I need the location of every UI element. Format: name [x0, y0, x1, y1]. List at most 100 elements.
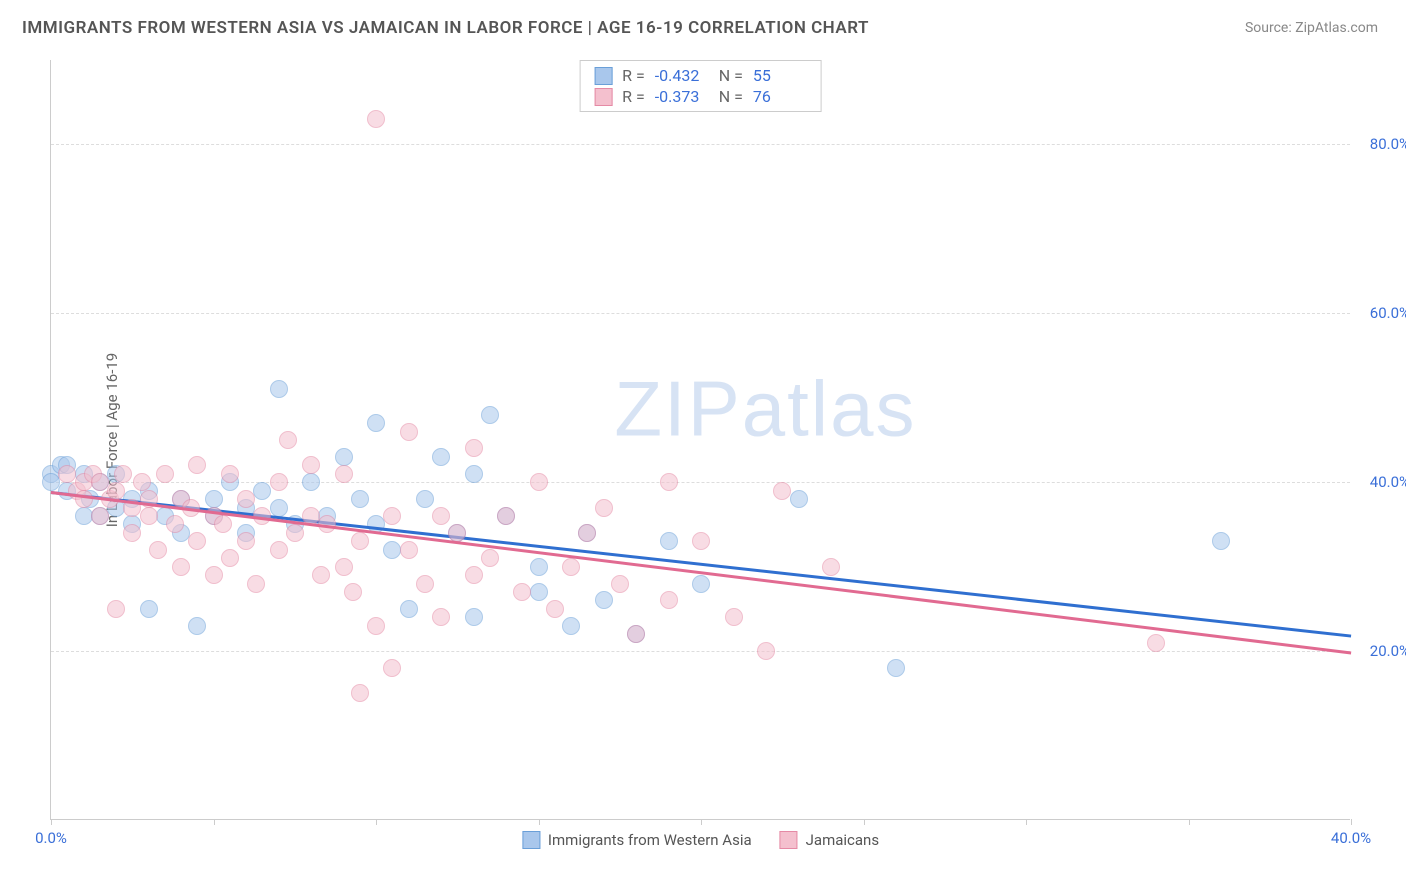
scatter-point: [123, 524, 141, 542]
scatter-point: [279, 431, 297, 449]
legend-item: Immigrants from Western Asia: [522, 831, 752, 849]
scatter-point: [270, 380, 288, 398]
scatter-point: [335, 558, 353, 576]
scatter-point: [107, 600, 125, 618]
scatter-point: [692, 575, 710, 593]
scatter-point: [400, 600, 418, 618]
legend-swatch: [780, 831, 798, 849]
x-tick-mark: [214, 819, 215, 825]
scatter-point: [367, 617, 385, 635]
scatter-point: [773, 482, 791, 500]
scatter-point: [351, 684, 369, 702]
x-tick-label: 40.0%: [1331, 829, 1371, 847]
scatter-point: [530, 558, 548, 576]
stat-r-value: -0.373: [655, 87, 709, 106]
x-tick-mark: [1351, 819, 1352, 825]
legend-label: Immigrants from Western Asia: [548, 831, 752, 849]
scatter-point: [247, 575, 265, 593]
scatter-point: [562, 617, 580, 635]
scatter-point: [383, 659, 401, 677]
stat-n-label: N =: [719, 66, 743, 85]
scatter-point: [270, 499, 288, 517]
scatter-point: [367, 414, 385, 432]
x-tick-mark: [539, 819, 540, 825]
scatter-point: [757, 642, 775, 660]
stat-legend-row: R =-0.432N =55: [594, 65, 807, 86]
scatter-point: [432, 608, 450, 626]
scatter-point: [448, 524, 466, 542]
stat-r-value: -0.432: [655, 66, 709, 85]
scatter-point: [725, 608, 743, 626]
scatter-point: [692, 532, 710, 550]
x-tick-mark: [864, 819, 865, 825]
scatter-point: [188, 456, 206, 474]
scatter-point: [1147, 634, 1165, 652]
scatter-point: [481, 549, 499, 567]
scatter-point: [416, 575, 434, 593]
y-tick-label: 20.0%: [1370, 642, 1406, 660]
scatter-point: [562, 558, 580, 576]
scatter-point: [205, 490, 223, 508]
scatter-point: [351, 532, 369, 550]
chart-plot-area: In Labor Force | Age 16-19 ZIPatlas R =-…: [50, 60, 1350, 820]
scatter-point: [188, 532, 206, 550]
scatter-point: [530, 583, 548, 601]
y-tick-label: 60.0%: [1370, 304, 1406, 322]
scatter-point: [344, 583, 362, 601]
scatter-point: [286, 524, 304, 542]
scatter-point: [335, 448, 353, 466]
scatter-point: [595, 591, 613, 609]
scatter-point: [546, 600, 564, 618]
scatter-point: [383, 507, 401, 525]
scatter-point: [166, 515, 184, 533]
x-tick-mark: [1189, 819, 1190, 825]
scatter-point: [140, 507, 158, 525]
scatter-point: [481, 406, 499, 424]
stat-n-value: 55: [753, 66, 807, 85]
scatter-point: [58, 465, 76, 483]
scatter-point: [660, 532, 678, 550]
scatter-point: [133, 473, 151, 491]
scatter-point: [270, 541, 288, 559]
x-tick-mark: [51, 819, 52, 825]
series-legend: Immigrants from Western AsiaJamaicans: [522, 831, 879, 849]
scatter-point: [432, 448, 450, 466]
scatter-point: [42, 473, 60, 491]
scatter-point: [578, 524, 596, 542]
scatter-point: [188, 617, 206, 635]
x-tick-mark: [1026, 819, 1027, 825]
correlation-legend: R =-0.432N =55R =-0.373N =76: [579, 60, 822, 112]
scatter-point: [351, 490, 369, 508]
scatter-point: [432, 507, 450, 525]
stat-legend-row: R =-0.373N =76: [594, 86, 807, 107]
scatter-point: [465, 566, 483, 584]
scatter-point: [627, 625, 645, 643]
scatter-point: [513, 583, 531, 601]
scatter-point: [149, 541, 167, 559]
scatter-point: [302, 473, 320, 491]
scatter-point: [221, 465, 239, 483]
scatter-point: [312, 566, 330, 584]
trend-line: [51, 491, 1351, 654]
scatter-point: [530, 473, 548, 491]
gridline-horizontal: [51, 313, 1350, 314]
scatter-point: [140, 600, 158, 618]
trend-line: [51, 491, 1351, 637]
stat-n-label: N =: [719, 87, 743, 106]
scatter-point: [237, 532, 255, 550]
scatter-point: [302, 456, 320, 474]
gridline-horizontal: [51, 482, 1350, 483]
scatter-point: [214, 515, 232, 533]
scatter-point: [400, 423, 418, 441]
x-tick-mark: [701, 819, 702, 825]
scatter-point: [91, 473, 109, 491]
scatter-point: [270, 473, 288, 491]
scatter-point: [887, 659, 905, 677]
scatter-point: [253, 482, 271, 500]
y-tick-label: 80.0%: [1370, 135, 1406, 153]
scatter-point: [660, 473, 678, 491]
scatter-point: [91, 507, 109, 525]
scatter-point: [237, 490, 255, 508]
scatter-point: [822, 558, 840, 576]
scatter-point: [221, 549, 239, 567]
